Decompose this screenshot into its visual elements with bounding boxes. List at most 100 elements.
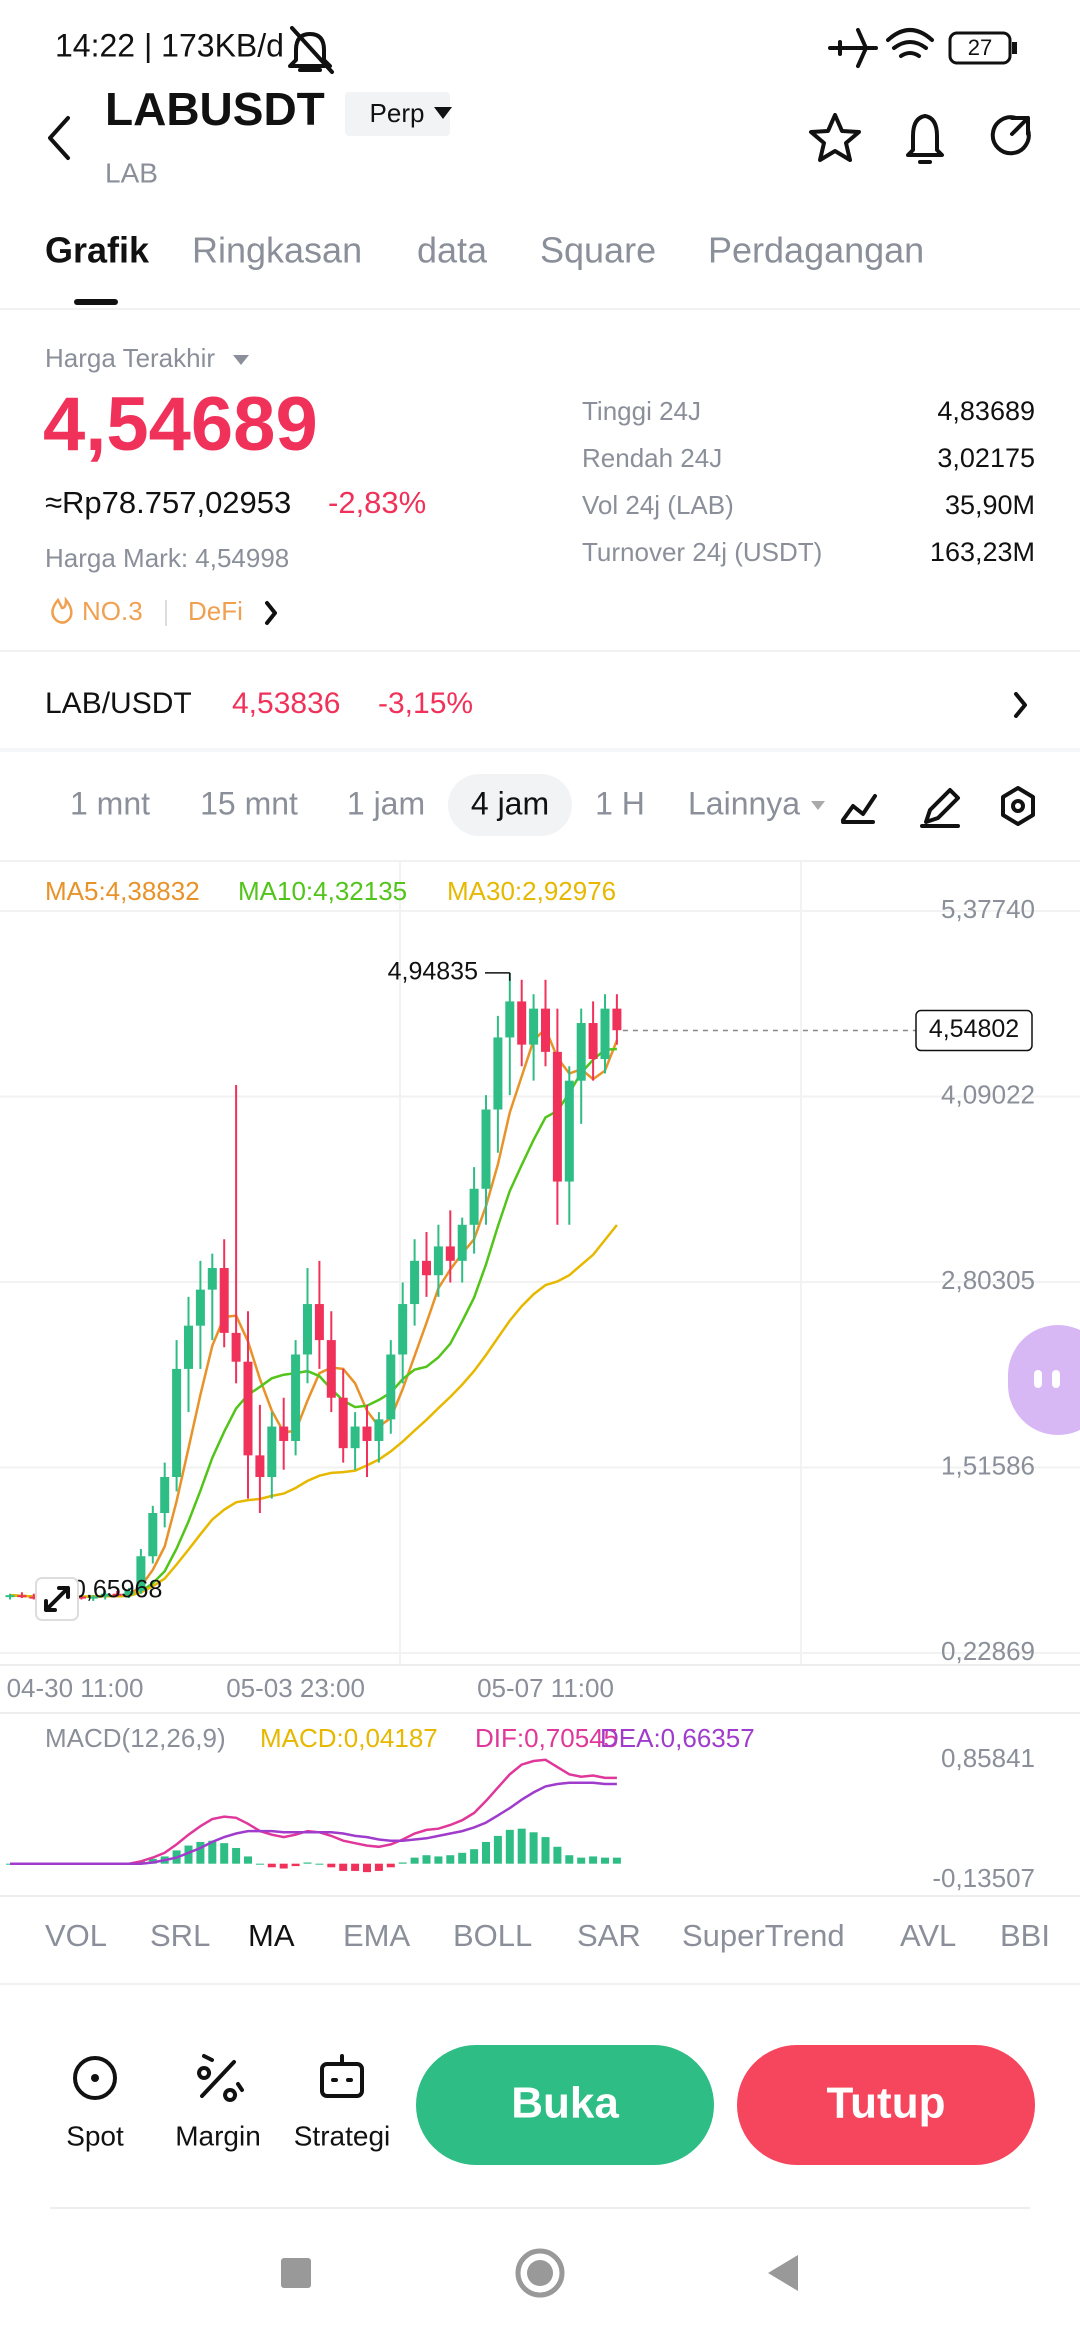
open-button[interactable] — [416, 2045, 714, 2165]
y-tick-label: -0,13507 — [932, 1863, 1035, 1893]
divider — [0, 1895, 1080, 1897]
y-tick-label: 4,09022 — [941, 1079, 1035, 1109]
macd-bar — [565, 1855, 574, 1864]
stat-value: 4,83689 — [937, 396, 1035, 426]
indicator[interactable]: BOLL — [453, 1918, 532, 1953]
candle-body — [445, 1246, 455, 1261]
macd-bar — [327, 1863, 336, 1868]
high-label: 4,94835 — [388, 957, 478, 985]
macd-bar — [482, 1841, 490, 1864]
divider — [0, 1983, 1080, 1985]
price-label[interactable]: Harga Terakhir — [45, 343, 215, 373]
rank[interactable]: NO.3 — [82, 596, 143, 626]
strategy-action[interactable]: Strategi — [294, 2120, 391, 2151]
candle-body — [350, 1426, 360, 1449]
candle-body — [600, 1008, 610, 1060]
ma-line — [9, 1047, 617, 1598]
badge-caret[interactable] — [434, 107, 452, 119]
draw-button[interactable] — [920, 788, 960, 828]
candle-body — [398, 1304, 408, 1355]
divider — [0, 748, 1080, 752]
candle-body — [184, 1325, 193, 1369]
macd-bar — [505, 1829, 514, 1864]
chevron[interactable] — [1014, 692, 1027, 718]
sector[interactable]: DeFi — [188, 596, 243, 626]
chevron — [265, 601, 277, 625]
candle-body — [564, 1080, 574, 1182]
price-change: -2,83% — [328, 485, 426, 520]
indicator[interactable]: EMA — [343, 1918, 411, 1953]
macd-bar — [374, 1863, 383, 1871]
wifi-icon — [886, 28, 934, 58]
tab[interactable]: Grafik — [45, 230, 150, 271]
back-button[interactable] — [48, 116, 70, 160]
share-button[interactable] — [990, 115, 1031, 156]
macd-bar — [410, 1857, 419, 1864]
last-price-box — [915, 1009, 1033, 1052]
expand-icon — [44, 1586, 70, 1612]
candle-body — [29, 1596, 39, 1599]
settings-button[interactable] — [1001, 786, 1035, 826]
candle-body — [362, 1426, 372, 1441]
candle-body — [481, 1109, 491, 1189]
tab[interactable]: Ringkasan — [192, 230, 362, 271]
last-price: 4,54689 — [43, 382, 318, 467]
macd-bar — [244, 1856, 252, 1864]
indicator[interactable]: MA — [248, 1918, 295, 1953]
candle-body — [529, 1008, 539, 1045]
battery-level: 27 — [968, 35, 992, 60]
spot-pair[interactable]: LAB/USDT — [45, 687, 192, 720]
divider — [0, 860, 1080, 862]
spot-action[interactable]: Spot — [66, 2120, 124, 2151]
tab[interactable]: Square — [540, 230, 656, 271]
flame-icon — [51, 596, 73, 624]
strategy-icon — [320, 2062, 364, 2098]
assistant-bubble[interactable] — [1008, 1325, 1080, 1435]
spot-price: 4,53836 — [232, 687, 340, 720]
indicator[interactable]: SRL — [150, 1918, 210, 1953]
interval[interactable]: Lainnya — [688, 785, 800, 821]
macd-bar — [184, 1845, 193, 1864]
stat-value: 3,02175 — [937, 443, 1035, 473]
nav-recent[interactable] — [281, 2258, 311, 2288]
candle-body — [172, 1368, 182, 1477]
macd-bar — [351, 1863, 360, 1871]
indicator[interactable]: AVL — [900, 1918, 956, 1953]
candle-body — [576, 1023, 586, 1081]
interval[interactable]: 15 mnt — [200, 785, 298, 821]
interval[interactable]: 4 jam — [471, 785, 549, 821]
divider — [0, 308, 1080, 310]
candle-body — [267, 1426, 277, 1477]
candle-body — [505, 1001, 515, 1038]
nav-back[interactable] — [768, 2255, 798, 2291]
favorite-button[interactable] — [809, 113, 861, 162]
macd-title: MACD(12,26,9) — [45, 1723, 226, 1753]
nav-home[interactable] — [515, 2248, 565, 2298]
ma-label: MA5:4,38832 — [45, 876, 200, 906]
idr-price: ≈Rp78.757,02953 — [45, 485, 291, 520]
close-button[interactable] — [737, 2045, 1035, 2165]
candle-body — [148, 1513, 158, 1557]
badge: Perp — [370, 98, 425, 128]
stat-label: Turnover 24j (USDT) — [582, 537, 822, 567]
tab[interactable]: data — [417, 230, 488, 271]
close-label: Tutup — [827, 2079, 946, 2128]
indicator[interactable]: VOL — [45, 1918, 107, 1953]
candle-body — [243, 1361, 253, 1456]
candle-body — [5, 1595, 15, 1598]
indicator-button[interactable] — [841, 794, 877, 824]
alert-button[interactable] — [906, 114, 944, 164]
interval[interactable]: 1 mnt — [70, 785, 150, 821]
macd-bar — [422, 1855, 431, 1864]
macd-bar — [363, 1863, 371, 1873]
indicator[interactable]: SAR — [577, 1918, 641, 1953]
indicator[interactable]: BBI — [1000, 1918, 1050, 1953]
tab[interactable]: Perdagangan — [708, 230, 924, 271]
interval[interactable]: 1 jam — [347, 785, 425, 821]
indicator[interactable]: SuperTrend — [682, 1918, 845, 1953]
interval[interactable]: 1 H — [595, 785, 645, 821]
candle-body — [279, 1426, 289, 1441]
margin-action[interactable]: Margin — [175, 2120, 261, 2151]
